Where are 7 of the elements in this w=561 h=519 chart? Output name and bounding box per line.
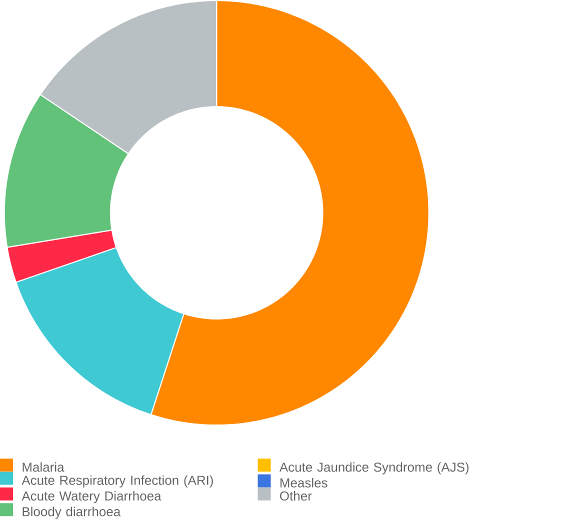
legend-label: Bloody diarrhoea [22, 506, 121, 519]
legend-label: Measles [280, 478, 328, 488]
legend-label: Other [280, 491, 312, 501]
legend-label: Acute Respiratory Infection (ARI) [22, 475, 213, 488]
legend-label: Acute Watery Diarrhoea [22, 491, 162, 504]
legend-label: Malaria [22, 462, 64, 472]
legend-label: Acute Jaundice Syndrome (AJS) [279, 462, 469, 474]
